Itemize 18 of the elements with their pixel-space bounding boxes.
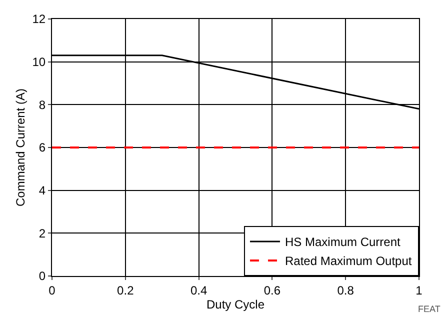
x-tick-label: 0.2 [117,283,134,298]
legend-label: Rated Maximum Output [285,254,412,268]
y-tick-label: 10 [32,55,46,70]
y-tick-label: 4 [38,184,46,198]
x-tick-label: 0.8 [337,283,354,298]
y-tick-label: 0 [38,269,46,284]
x-tick-label: 1 [416,283,423,298]
text: FEAT [418,304,441,314]
legend-label: HS Maximum Current [285,235,402,250]
y-axis-title: Command Current (A) [14,88,28,207]
x-tick-label: 0 [48,283,56,298]
x-tick-label: 0.4 [190,283,208,298]
x-tick-label: 0.6 [264,283,281,298]
x-axis-title: Duty Cycle [206,297,265,312]
y-tick-label: 2 [38,226,46,240]
y-tick-label: 6 [38,140,46,155]
y-tick-label: 12 [32,12,46,26]
y-tick-label: 8 [38,98,46,112]
